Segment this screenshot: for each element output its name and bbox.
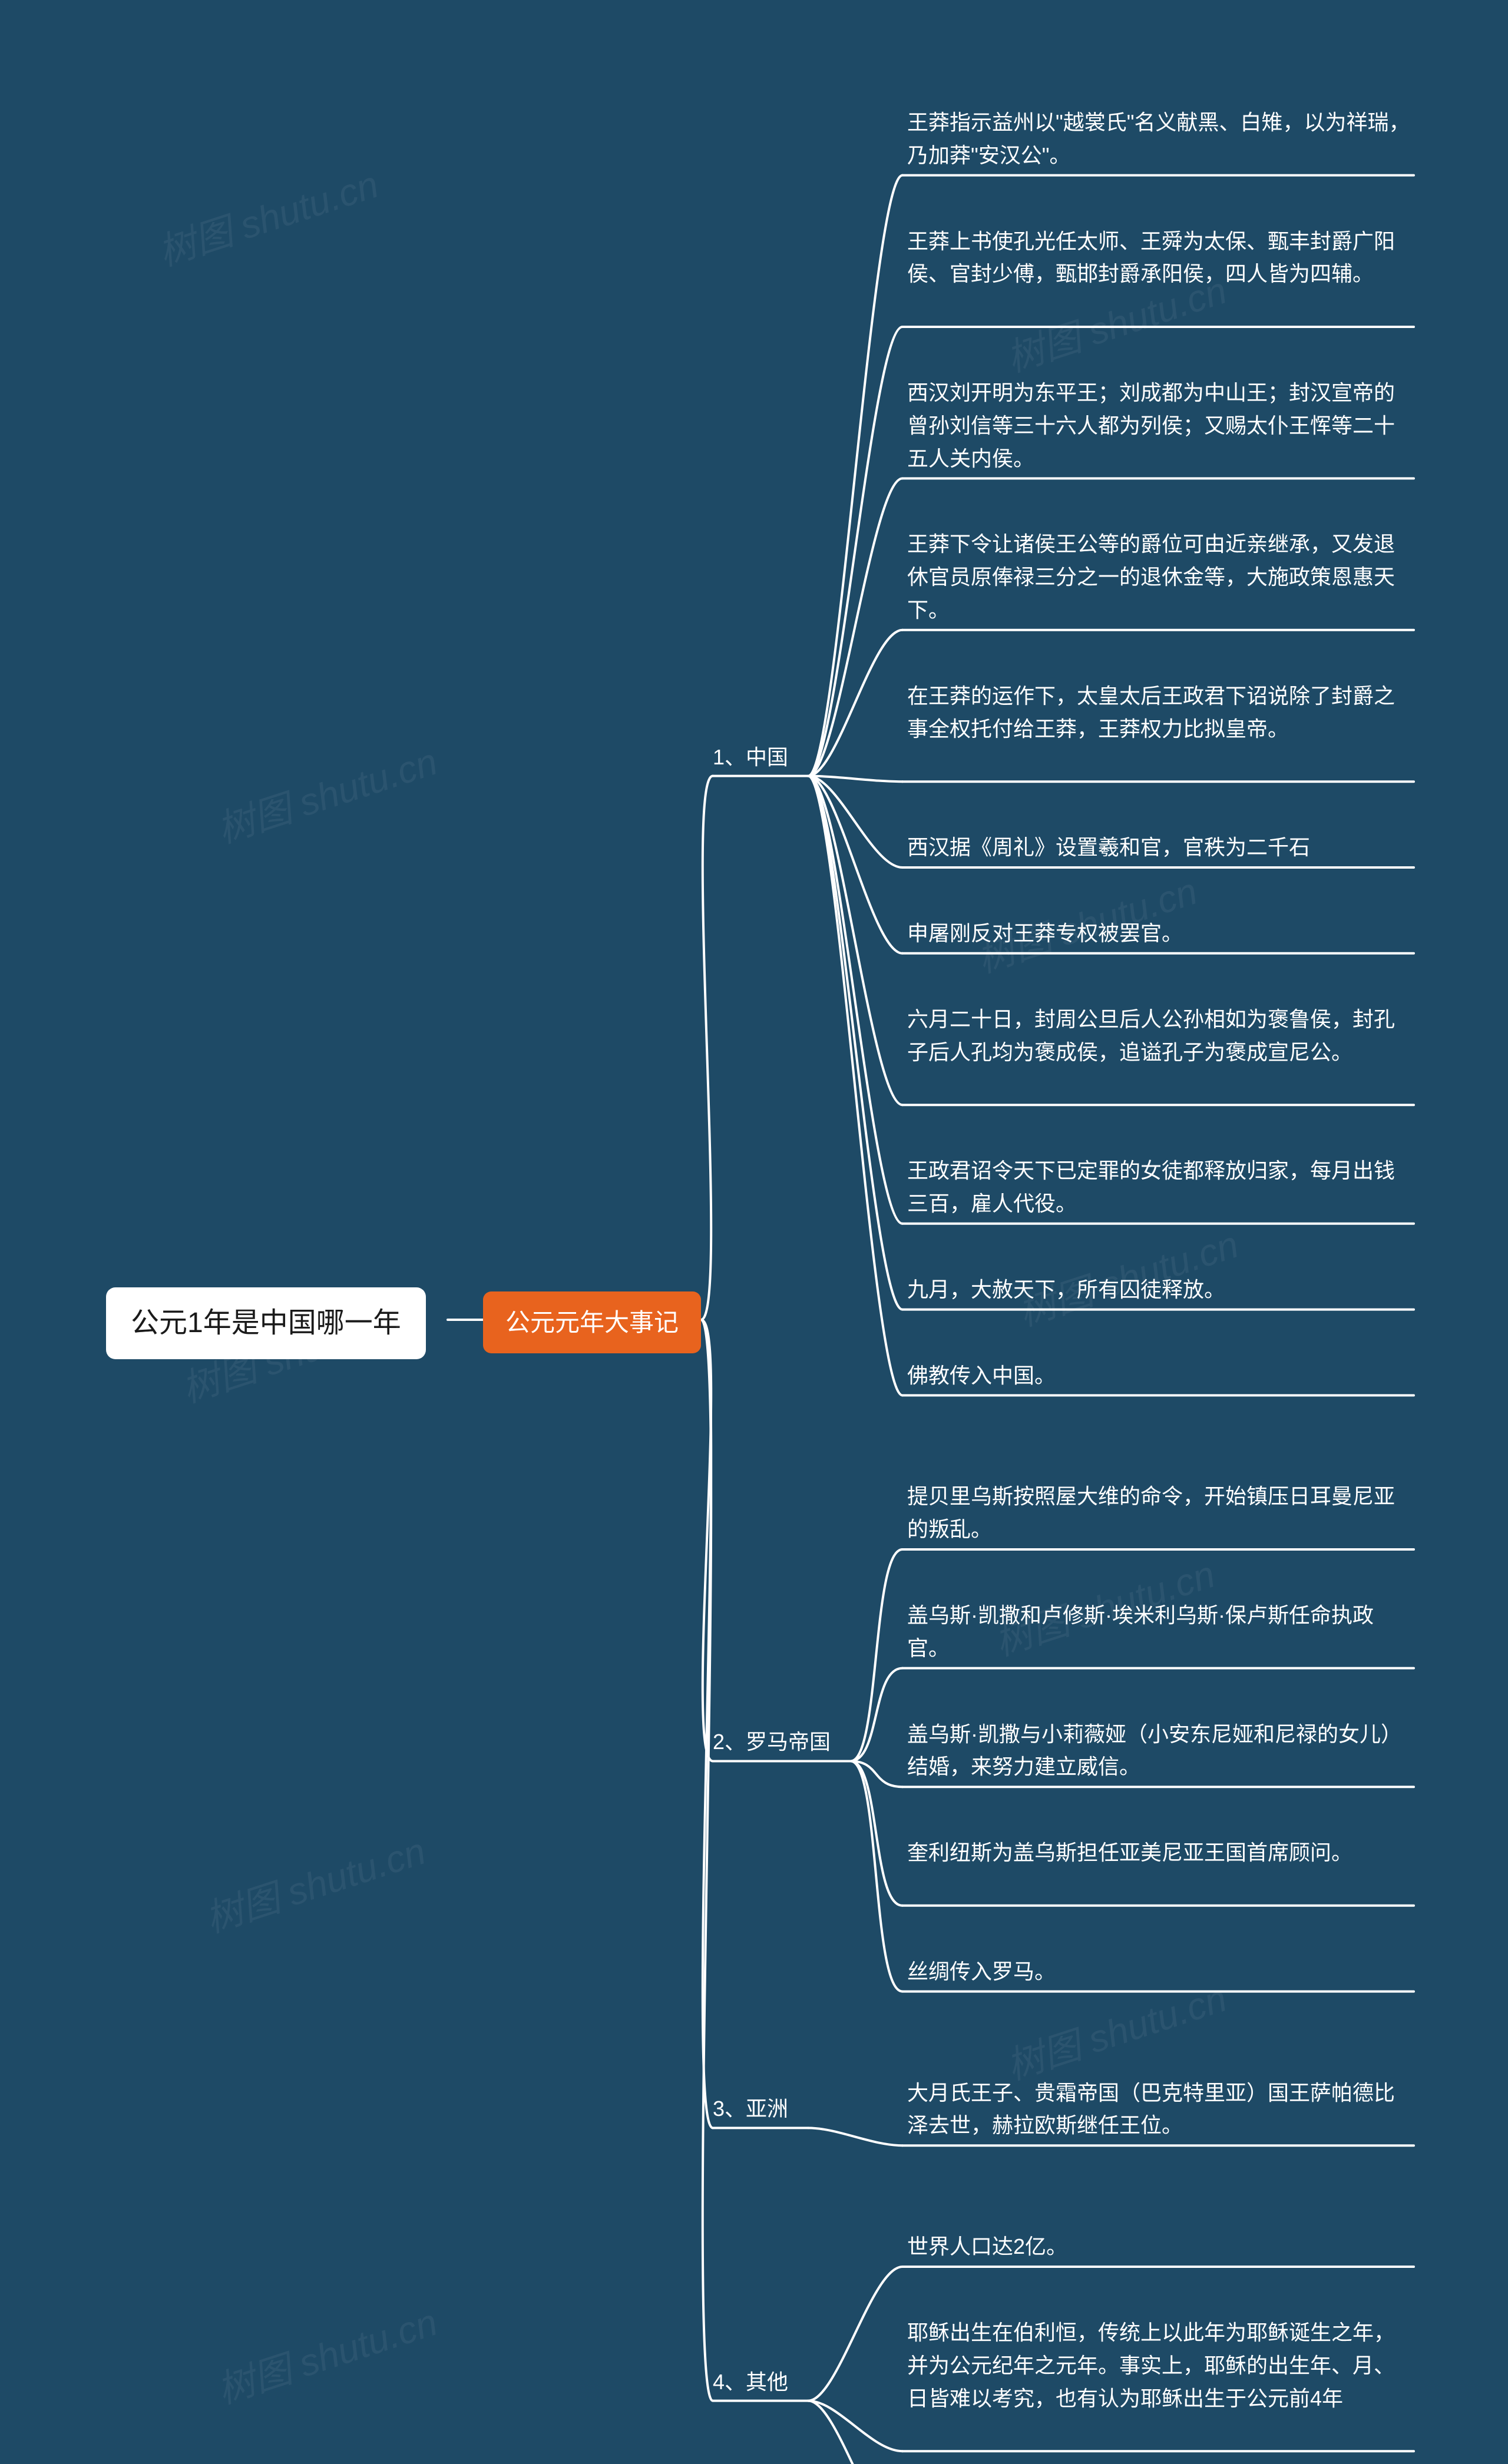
leaf-node[interactable]: 在王莽的运作下，太皇太后王政君下诏说除了封爵之事全权托付给王莽，王莽权力比拟皇帝… [907,680,1414,746]
leaf-node[interactable]: 王莽下令让诸侯王公等的爵位可由近亲继承，又发退休官员原俸禄三分之一的退休金等，大… [907,528,1414,626]
leaf-node[interactable]: 九月，大赦天下，所有囚徒释放。 [907,1273,1414,1306]
leaf-node[interactable]: 王政君诏令天下已定罪的女徒都释放归家，每月出钱三百，雇人代役。 [907,1154,1414,1220]
leaf-node[interactable]: 丝绸传入罗马。 [907,1955,1414,1988]
leaf-node[interactable]: 世界人口达2亿。 [907,2230,1414,2263]
leaf-node[interactable]: 佛教传入中国。 [907,1359,1414,1392]
branch-label[interactable]: 4、其他 [713,2366,889,2399]
mindmap-root[interactable]: 公元1年是中国哪一年 [106,1287,426,1359]
leaf-node[interactable]: 西汉据《周礼》设置羲和官，官秩为二千石 [907,831,1414,864]
leaf-node[interactable]: 盖乌斯·凯撒和卢修斯·埃米利乌斯·保卢斯任命执政官。 [907,1599,1414,1665]
watermark: 树图 shutu.cn [209,2292,443,2414]
watermark: 树图 shutu.cn [197,1821,431,1943]
leaf-node[interactable]: 耶稣出生在伯利恒，传统上以此年为耶稣诞生之年，并为公元纪年之元年。事实上，耶稣的… [907,2316,1414,2415]
leaf-node[interactable]: 六月二十日，封周公旦后人公孙相如为褒鲁侯，封孔子后人孔均为褒成侯，追谥孔子为褒成… [907,1003,1414,1069]
leaf-node[interactable]: 申屠刚反对王莽专权被罢官。 [907,917,1414,950]
branch-label[interactable]: 1、中国 [713,741,889,774]
branch-label[interactable]: 2、罗马帝国 [713,1726,889,1758]
leaf-node[interactable]: 西汉刘开明为东平王；刘成都为中山王；封汉宣帝的曾孙刘信等三十六人都为列侯；又赐太… [907,376,1414,475]
watermark: 树图 shutu.cn [209,731,443,853]
leaf-node[interactable]: 提贝里乌斯按照屋大维的命令，开始镇压日耳曼尼亚的叛乱。 [907,1480,1414,1546]
mindmap-hub[interactable]: 公元元年大事记 [483,1291,701,1353]
leaf-node[interactable]: 盖乌斯·凯撒与小莉薇娅（小安东尼娅和尼禄的女儿）结婚，来努力建立威信。 [907,1718,1414,1784]
branch-label[interactable]: 3、亚洲 [713,2092,889,2125]
leaf-node[interactable]: 大月氏王子、贵霜帝国（巴克特里亚）国王萨帕德比泽去世，赫拉欧斯继任王位。 [907,2076,1414,2142]
watermark: 树图 shutu.cn [150,154,384,276]
leaf-node[interactable]: 王莽上书使孔光任太师、王舜为太保、甄丰封爵广阳侯、官封少傅，甄邯封爵承阳侯，四人… [907,225,1414,291]
leaf-node[interactable]: 王莽指示益州以"越裳氏"名义献黑、白雉，以为祥瑞，乃加莽"安汉公"。 [907,106,1414,172]
leaf-node[interactable]: 奎利纽斯为盖乌斯担任亚美尼亚王国首席顾问。 [907,1836,1414,1869]
